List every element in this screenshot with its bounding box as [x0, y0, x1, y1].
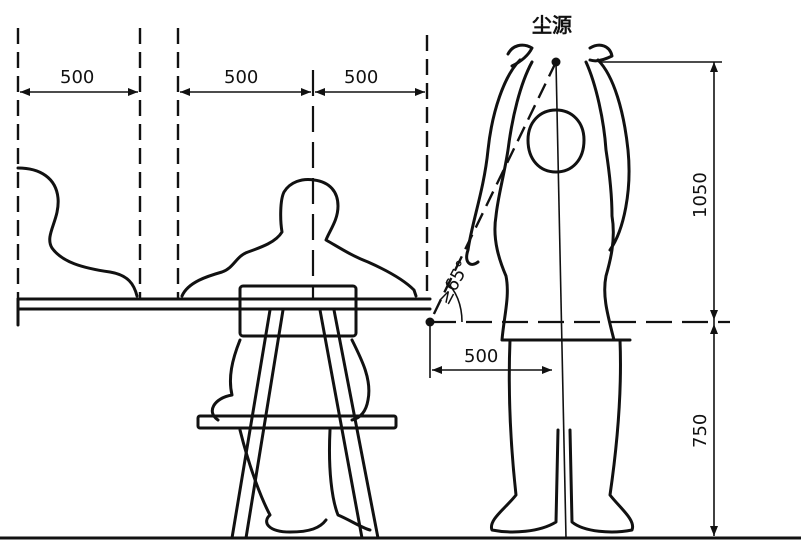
- dim-label-left: 500: [60, 67, 94, 88]
- standing-worker-silhouette: [465, 58, 635, 534]
- chair: [196, 284, 398, 540]
- left-hand-icon: [506, 43, 534, 68]
- sightline-dashed: [428, 61, 558, 323]
- standing-centerline: [555, 61, 567, 539]
- right-hand-icon: [588, 43, 614, 63]
- dimension-offset: [429, 322, 552, 378]
- workbench: [16, 297, 432, 327]
- dimension-top-left: [20, 88, 138, 96]
- angle-label: ≥65°: [434, 257, 475, 308]
- dim-label-middle: 500: [224, 67, 258, 88]
- dim-label-750: 750: [690, 414, 711, 448]
- dim-label-offset: 500: [464, 346, 498, 367]
- dim-label-right: 500: [344, 67, 378, 88]
- dimension-top-right: [315, 88, 425, 96]
- dust-source-label: 尘源: [532, 13, 572, 37]
- dimension-vertical: [600, 61, 722, 536]
- angle-arc: [445, 281, 463, 323]
- seated-worker-hips: [210, 338, 371, 422]
- dim-label-1050: 1050: [690, 172, 711, 218]
- seated-worker-silhouette: [180, 178, 418, 298]
- dimension-top-middle: [180, 88, 311, 96]
- left-worker-silhouette: [16, 166, 139, 298]
